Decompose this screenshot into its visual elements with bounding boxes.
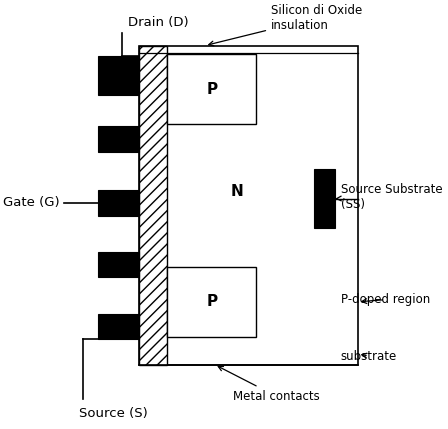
Text: Metal contacts: Metal contacts bbox=[218, 366, 320, 403]
Text: Source Substrate
(SS): Source Substrate (SS) bbox=[335, 183, 443, 211]
Bar bbox=[98, 314, 139, 339]
Text: N: N bbox=[231, 184, 244, 199]
Bar bbox=[98, 252, 139, 278]
Text: Drain (D): Drain (D) bbox=[128, 15, 189, 29]
Bar bbox=[139, 45, 168, 365]
Text: Gate (G): Gate (G) bbox=[4, 196, 60, 209]
Bar bbox=[168, 54, 256, 124]
Text: P-doped region: P-doped region bbox=[341, 293, 430, 306]
Bar bbox=[98, 56, 139, 94]
Bar bbox=[139, 45, 358, 365]
Text: Source (S): Source (S) bbox=[79, 407, 147, 420]
Text: P: P bbox=[206, 82, 217, 97]
Bar bbox=[314, 169, 335, 229]
Bar bbox=[98, 190, 139, 216]
Bar bbox=[98, 127, 139, 152]
Text: P: P bbox=[206, 294, 217, 309]
Bar bbox=[168, 267, 256, 337]
Text: substrate: substrate bbox=[341, 350, 397, 363]
Text: Silicon di Oxide
insulation: Silicon di Oxide insulation bbox=[209, 4, 362, 46]
